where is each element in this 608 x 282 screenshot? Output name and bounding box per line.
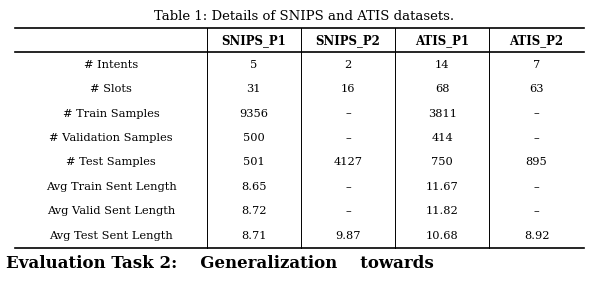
- Text: Avg Train Sent Length: Avg Train Sent Length: [46, 182, 176, 192]
- Text: SNIPS_P2: SNIPS_P2: [316, 34, 381, 47]
- Text: 3811: 3811: [428, 109, 457, 118]
- Text: –: –: [534, 182, 539, 192]
- Text: SNIPS_P1: SNIPS_P1: [221, 34, 286, 47]
- Text: 414: 414: [432, 133, 453, 143]
- Text: 500: 500: [243, 133, 264, 143]
- Text: 16: 16: [341, 84, 355, 94]
- Text: 8.92: 8.92: [524, 231, 549, 241]
- Text: –: –: [534, 206, 539, 216]
- Text: 4127: 4127: [334, 157, 362, 168]
- Text: 7: 7: [533, 60, 540, 70]
- Text: –: –: [345, 109, 351, 118]
- Text: Evaluation Task 2:    Generalization    towards: Evaluation Task 2: Generalization toward…: [6, 255, 434, 272]
- Text: Avg Test Sent Length: Avg Test Sent Length: [49, 231, 173, 241]
- Text: 31: 31: [247, 84, 261, 94]
- Text: –: –: [345, 206, 351, 216]
- Text: 5: 5: [250, 60, 257, 70]
- Text: –: –: [534, 109, 539, 118]
- Text: 2: 2: [345, 60, 351, 70]
- Text: 11.67: 11.67: [426, 182, 458, 192]
- Text: 68: 68: [435, 84, 449, 94]
- Text: –: –: [345, 133, 351, 143]
- Text: 8.71: 8.71: [241, 231, 266, 241]
- Text: 8.65: 8.65: [241, 182, 266, 192]
- Text: Table 1: Details of SNIPS and ATIS datasets.: Table 1: Details of SNIPS and ATIS datas…: [154, 10, 454, 23]
- Text: # Intents: # Intents: [84, 60, 138, 70]
- Text: # Slots: # Slots: [90, 84, 132, 94]
- Text: 8.72: 8.72: [241, 206, 266, 216]
- Text: ATIS_P2: ATIS_P2: [510, 34, 564, 47]
- Text: 9356: 9356: [240, 109, 268, 118]
- Text: –: –: [534, 133, 539, 143]
- Text: 10.68: 10.68: [426, 231, 458, 241]
- Text: # Train Samples: # Train Samples: [63, 109, 159, 118]
- Text: 501: 501: [243, 157, 264, 168]
- Text: 9.87: 9.87: [336, 231, 361, 241]
- Text: ATIS_P1: ATIS_P1: [415, 34, 469, 47]
- Text: # Validation Samples: # Validation Samples: [49, 133, 173, 143]
- Text: –: –: [345, 182, 351, 192]
- Text: 63: 63: [530, 84, 544, 94]
- Text: Avg Valid Sent Length: Avg Valid Sent Length: [47, 206, 175, 216]
- Text: # Test Samples: # Test Samples: [66, 157, 156, 168]
- Text: 895: 895: [526, 157, 547, 168]
- Text: 750: 750: [432, 157, 453, 168]
- Text: 11.82: 11.82: [426, 206, 458, 216]
- Text: 14: 14: [435, 60, 449, 70]
